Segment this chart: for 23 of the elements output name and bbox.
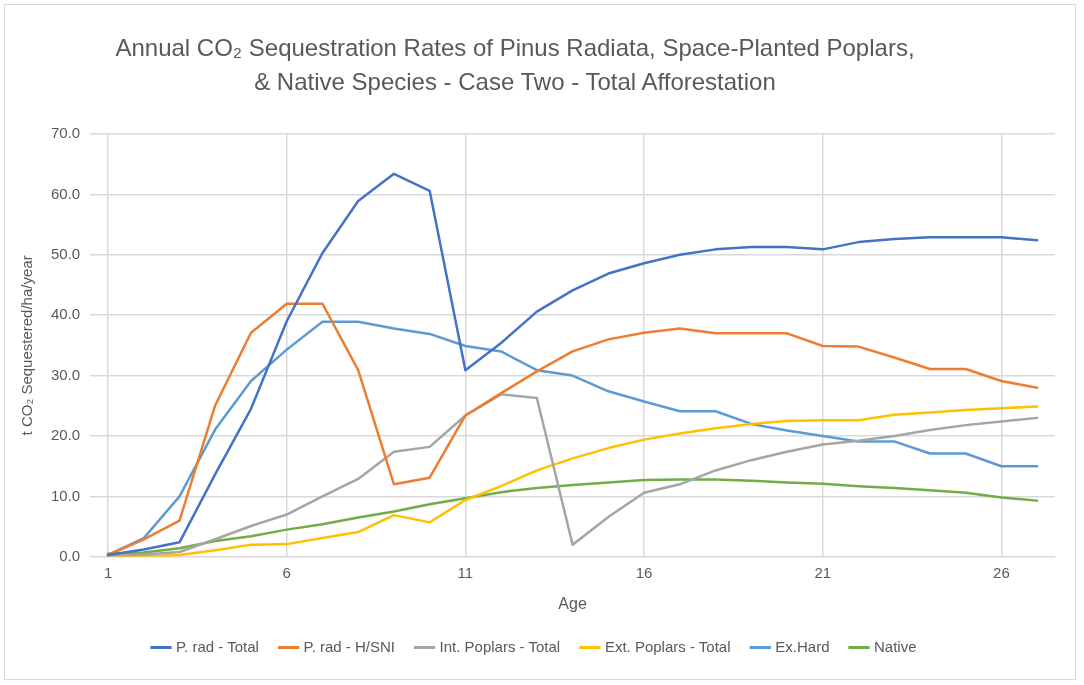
y-tick-label: 0.0 xyxy=(59,546,81,564)
y-axis-title: t CO₂ Sequestered/ha/year xyxy=(18,255,36,436)
y-tick-label: 40.0 xyxy=(50,305,81,323)
legend-label: Ext. Poplars - Total xyxy=(604,637,731,655)
legend-label: Int. Poplars - Total xyxy=(439,637,561,655)
y-tick-label: 70.0 xyxy=(50,124,81,142)
legend-label: P. rad - Total xyxy=(176,637,259,655)
x-tick-label: 16 xyxy=(635,563,653,581)
y-tick-label: 10.0 xyxy=(50,486,81,504)
x-tick-label: 6 xyxy=(282,563,291,581)
x-tick-label: 26 xyxy=(993,563,1010,581)
legend-label: P. rad - H/SNI xyxy=(303,637,396,655)
y-tick-label: 20.0 xyxy=(50,426,81,444)
x-axis-title: Age xyxy=(558,594,587,612)
x-tick-label: 21 xyxy=(814,563,832,581)
x-tick-label: 1 xyxy=(103,563,113,581)
legend-label: Native xyxy=(873,637,917,655)
y-tick-label: 60.0 xyxy=(50,184,81,202)
x-tick-label: 11 xyxy=(457,563,474,581)
legend-label: Ex.Hard xyxy=(775,637,830,655)
y-tick-label: 30.0 xyxy=(50,365,81,383)
y-tick-label: 50.0 xyxy=(50,244,81,262)
chart-title: Annual CO₂ Sequestration Rates of Pinus Radiata, Space-Planted Poplars, & Native Species - Case Two - Total Afforestation xyxy=(114,33,916,97)
